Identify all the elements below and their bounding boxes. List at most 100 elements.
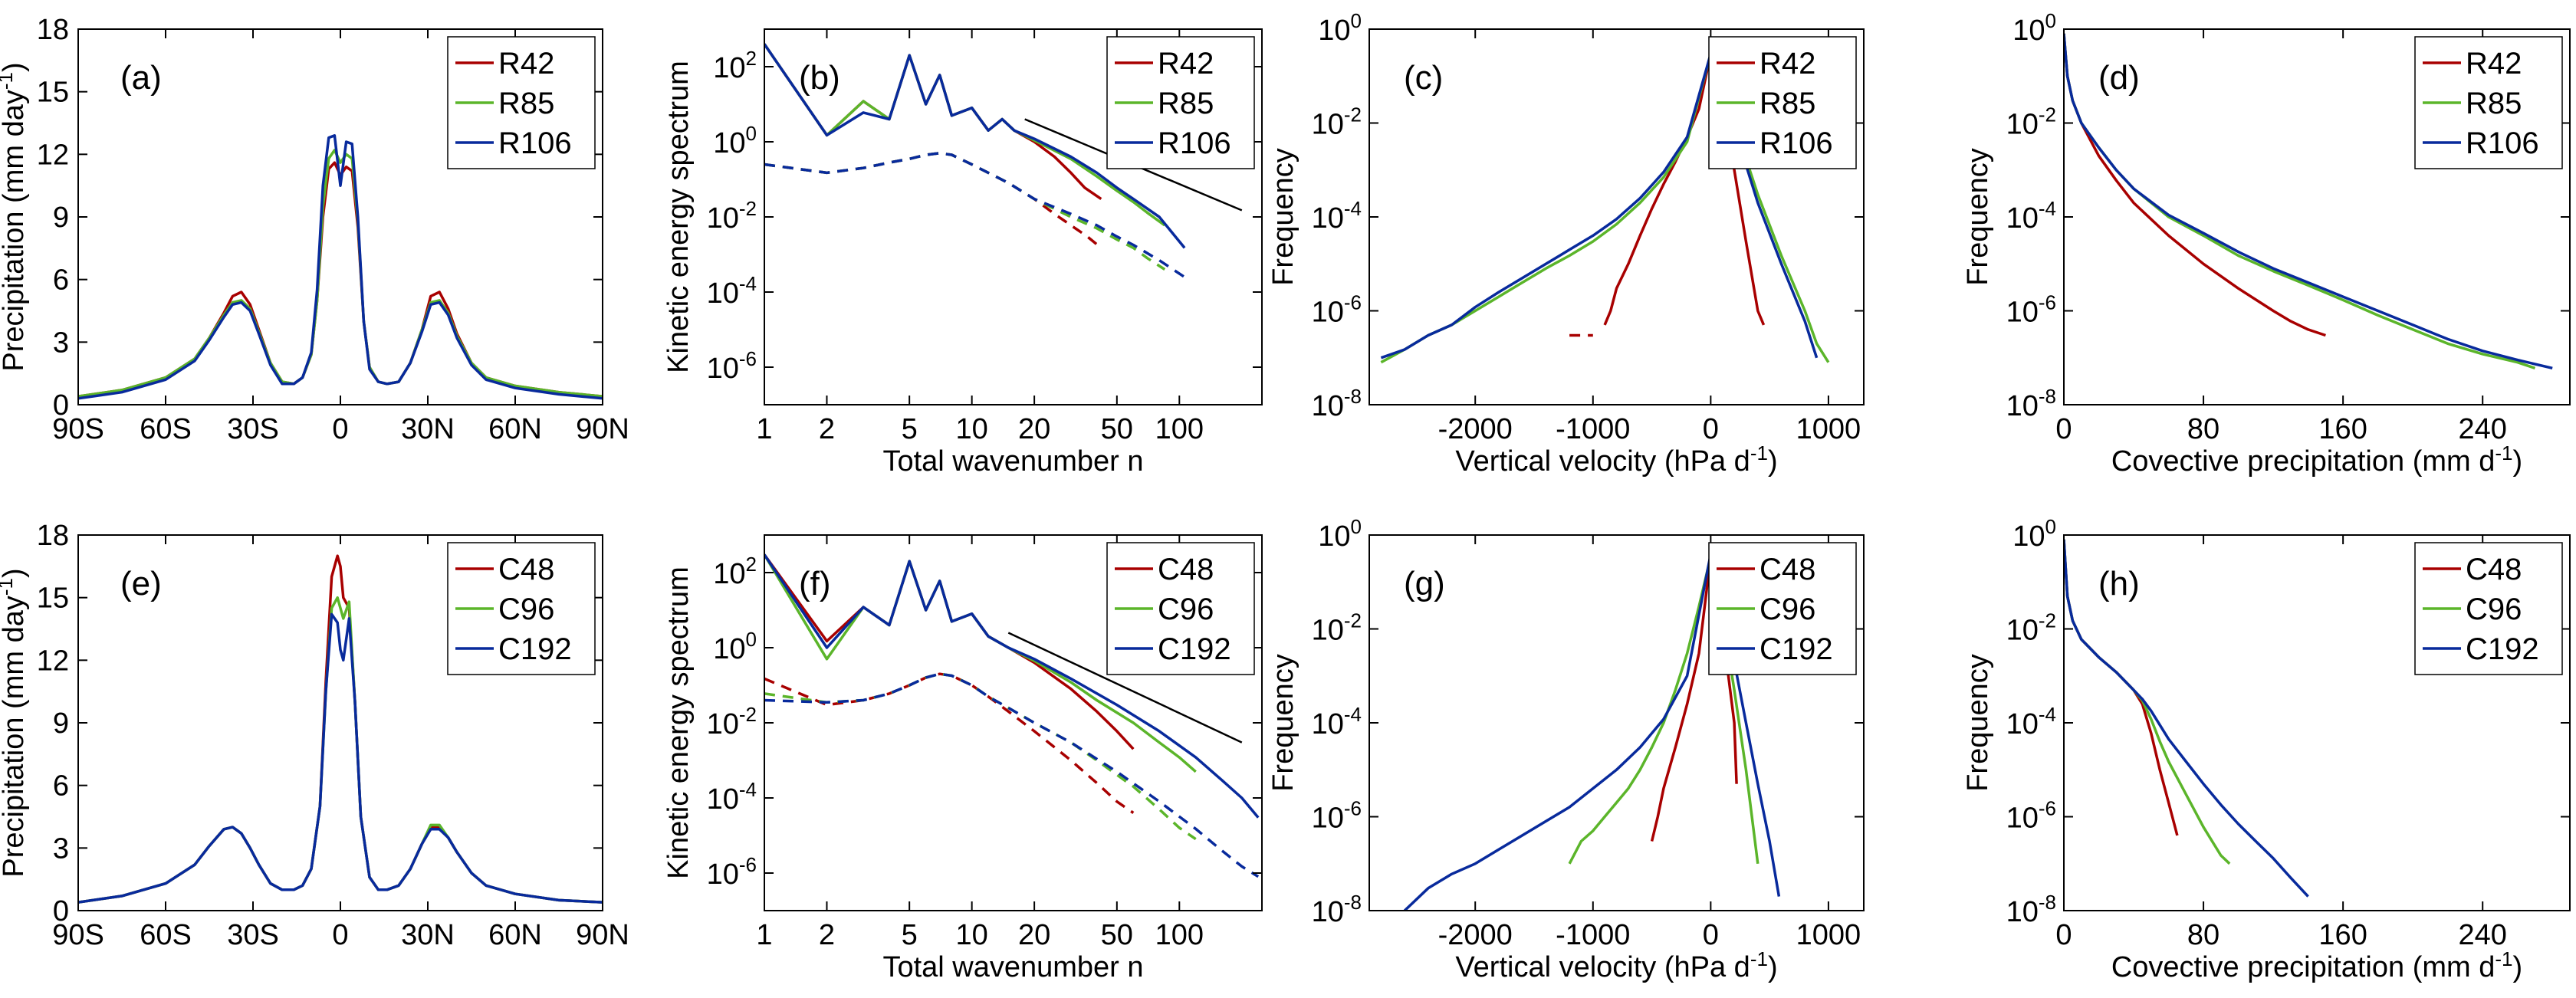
panel-label: (h) <box>2098 565 2140 602</box>
x-tick-label: 60N <box>488 413 542 445</box>
x-axis-label: Total wavenumber n <box>882 951 1143 983</box>
series-line-C192 <box>1403 552 1781 911</box>
panel-a: 90S 60S 30S 0 30N 60N 90N 0 3 6 9 12 15 18Precipitati… <box>0 14 629 445</box>
x-tick-label: 30S <box>227 919 279 951</box>
y-tick-label: 15 <box>37 583 69 615</box>
y-tick-label: 100 <box>713 122 757 159</box>
legend-entry-C192: C192 <box>498 632 572 666</box>
x-tick-label: 1 <box>756 413 772 445</box>
panel-h: 0 80 160 240 10-8 10-6 10-4 10-2 100 Frequency Cov… <box>1962 515 2571 983</box>
legend-entry-C48: C48 <box>2466 553 2522 586</box>
y-tick-label: 12 <box>37 645 69 677</box>
x-tick-label: 100 <box>1155 919 1204 951</box>
y-axis-label: Frequency <box>1267 148 1300 286</box>
y-tick-label: 10-4 <box>1312 703 1362 740</box>
reference-slope-line <box>1007 632 1243 744</box>
y-tick-label: 10-4 <box>707 778 757 816</box>
x-tick-label: 10 <box>956 919 988 951</box>
x-tick-label: 90S <box>52 919 104 951</box>
y-tick-label: 6 <box>53 264 69 297</box>
legend-entry-C48: C48 <box>1158 553 1214 586</box>
y-tick-label: 10-8 <box>1312 385 1362 422</box>
legend-entry-R106: R106 <box>1760 126 1833 160</box>
x-tick-label: 90S <box>52 413 104 445</box>
series-line-C96 <box>2064 539 2231 865</box>
series-group <box>764 43 1243 278</box>
legend-entry-C96: C96 <box>1760 593 1815 626</box>
x-axis-label: Covective precipitation (mm d-1) <box>2111 947 2522 983</box>
y-tick-label: 10-6 <box>2006 291 2056 329</box>
x-tick-label: 1000 <box>1796 413 1861 445</box>
series-line-C192 <box>78 612 603 904</box>
panel-c: -2000 -1000 0 1000 10-8 10-6 10-4 10-2 100 Freque… <box>1267 9 1865 478</box>
legend-entry-R106: R106 <box>1158 126 1231 160</box>
x-tick-label: 0 <box>332 413 348 445</box>
y-tick-label: 10-8 <box>2006 385 2056 422</box>
legend-entry-R106: R106 <box>2466 126 2539 160</box>
panel-d: 0 80 160 240 10-8 10-6 10-4 10-2 100 Frequency Cov… <box>1962 9 2571 478</box>
legend: C48 C96 C192 <box>1106 542 1255 675</box>
panel-label: (d) <box>2098 59 2140 97</box>
x-tick-label: 2 <box>819 919 835 951</box>
x-axis-label: Vertical velocity (hPa d-1) <box>1455 947 1777 983</box>
panel-label: (a) <box>120 59 162 97</box>
y-tick-label: 100 <box>1318 9 1362 47</box>
legend-entry-R106: R106 <box>498 126 572 160</box>
panel-e: 90S 60S 30S 0 30N 60N 90N 0 3 6 9 12 15 18Precipitati… <box>0 520 629 951</box>
series-line-dashed-green <box>764 672 1197 841</box>
x-tick-label: 60N <box>488 919 542 951</box>
y-tick-label: 10-6 <box>707 853 757 891</box>
x-axis-label: Total wavenumber n <box>882 445 1143 478</box>
series-group <box>2064 33 2553 370</box>
legend-entry-R42: R42 <box>498 47 554 80</box>
legend-entry-R42: R42 <box>1158 47 1214 80</box>
x-tick-label: 160 <box>2318 413 2367 445</box>
y-tick-label: 18 <box>37 520 69 552</box>
panel-label: (g) <box>1404 565 1445 602</box>
series-group <box>78 134 603 400</box>
x-tick-label: 2 <box>819 413 835 445</box>
x-axis-label: Vertical velocity (hPa d-1) <box>1455 442 1777 478</box>
x-tick-label: 160 <box>2318 919 2367 951</box>
x-tick-label: 0 <box>2055 919 2072 951</box>
legend-entry-C96: C96 <box>498 593 554 626</box>
legend-entry-R85: R85 <box>1760 87 1815 120</box>
panel-label: (f) <box>799 565 831 602</box>
legend-entry-R42: R42 <box>2466 47 2522 80</box>
series-line-R85 <box>78 149 603 398</box>
series-line-R106 <box>1380 52 1819 359</box>
legend: C48 C96 C192 <box>447 542 596 675</box>
x-axis-label: Covective precipitation (mm d-1) <box>2111 442 2522 478</box>
legend-entry-C96: C96 <box>1158 593 1214 626</box>
x-tick-label: 100 <box>1155 413 1204 445</box>
series-line-R106 <box>2064 33 2553 370</box>
y-tick-label: 10-4 <box>2006 703 2056 740</box>
x-tick-label: 1000 <box>1796 919 1861 951</box>
legend-entry-C192: C192 <box>1158 632 1231 666</box>
y-axis-label: Precipitation (mm day-1) <box>0 62 30 371</box>
y-tick-label: 15 <box>37 77 69 109</box>
x-tick-label: 50 <box>1101 413 1133 445</box>
y-tick-label: 10-6 <box>1312 291 1362 329</box>
y-tick-label: 10-2 <box>2006 103 2056 141</box>
series-line-C192 <box>2064 539 2309 898</box>
series-line-dashed-blue <box>764 152 1186 278</box>
y-axis-label: Frequency <box>1267 654 1300 792</box>
panel-label: (b) <box>799 59 840 97</box>
legend-entry-R85: R85 <box>1158 87 1214 120</box>
x-tick-label: 240 <box>2459 413 2507 445</box>
series-group <box>1380 52 1830 364</box>
legend-entry-C96: C96 <box>2466 593 2522 626</box>
x-tick-label: 20 <box>1018 919 1050 951</box>
y-tick-label: 10-6 <box>1312 797 1362 835</box>
y-tick-label: 100 <box>1318 515 1362 553</box>
x-tick-label: 30S <box>227 413 279 445</box>
legend: R42 R85 R106 <box>1708 36 1857 169</box>
panel-g: -2000 -1000 0 1000 10-8 10-6 10-4 10-2 100 Freque… <box>1267 515 1865 983</box>
y-tick-label: 10-2 <box>707 703 757 740</box>
y-tick-label: 100 <box>713 628 757 665</box>
x-tick-label: 0 <box>332 919 348 951</box>
x-tick-label: 20 <box>1018 413 1050 445</box>
y-tick-label: 10-2 <box>2006 609 2056 647</box>
